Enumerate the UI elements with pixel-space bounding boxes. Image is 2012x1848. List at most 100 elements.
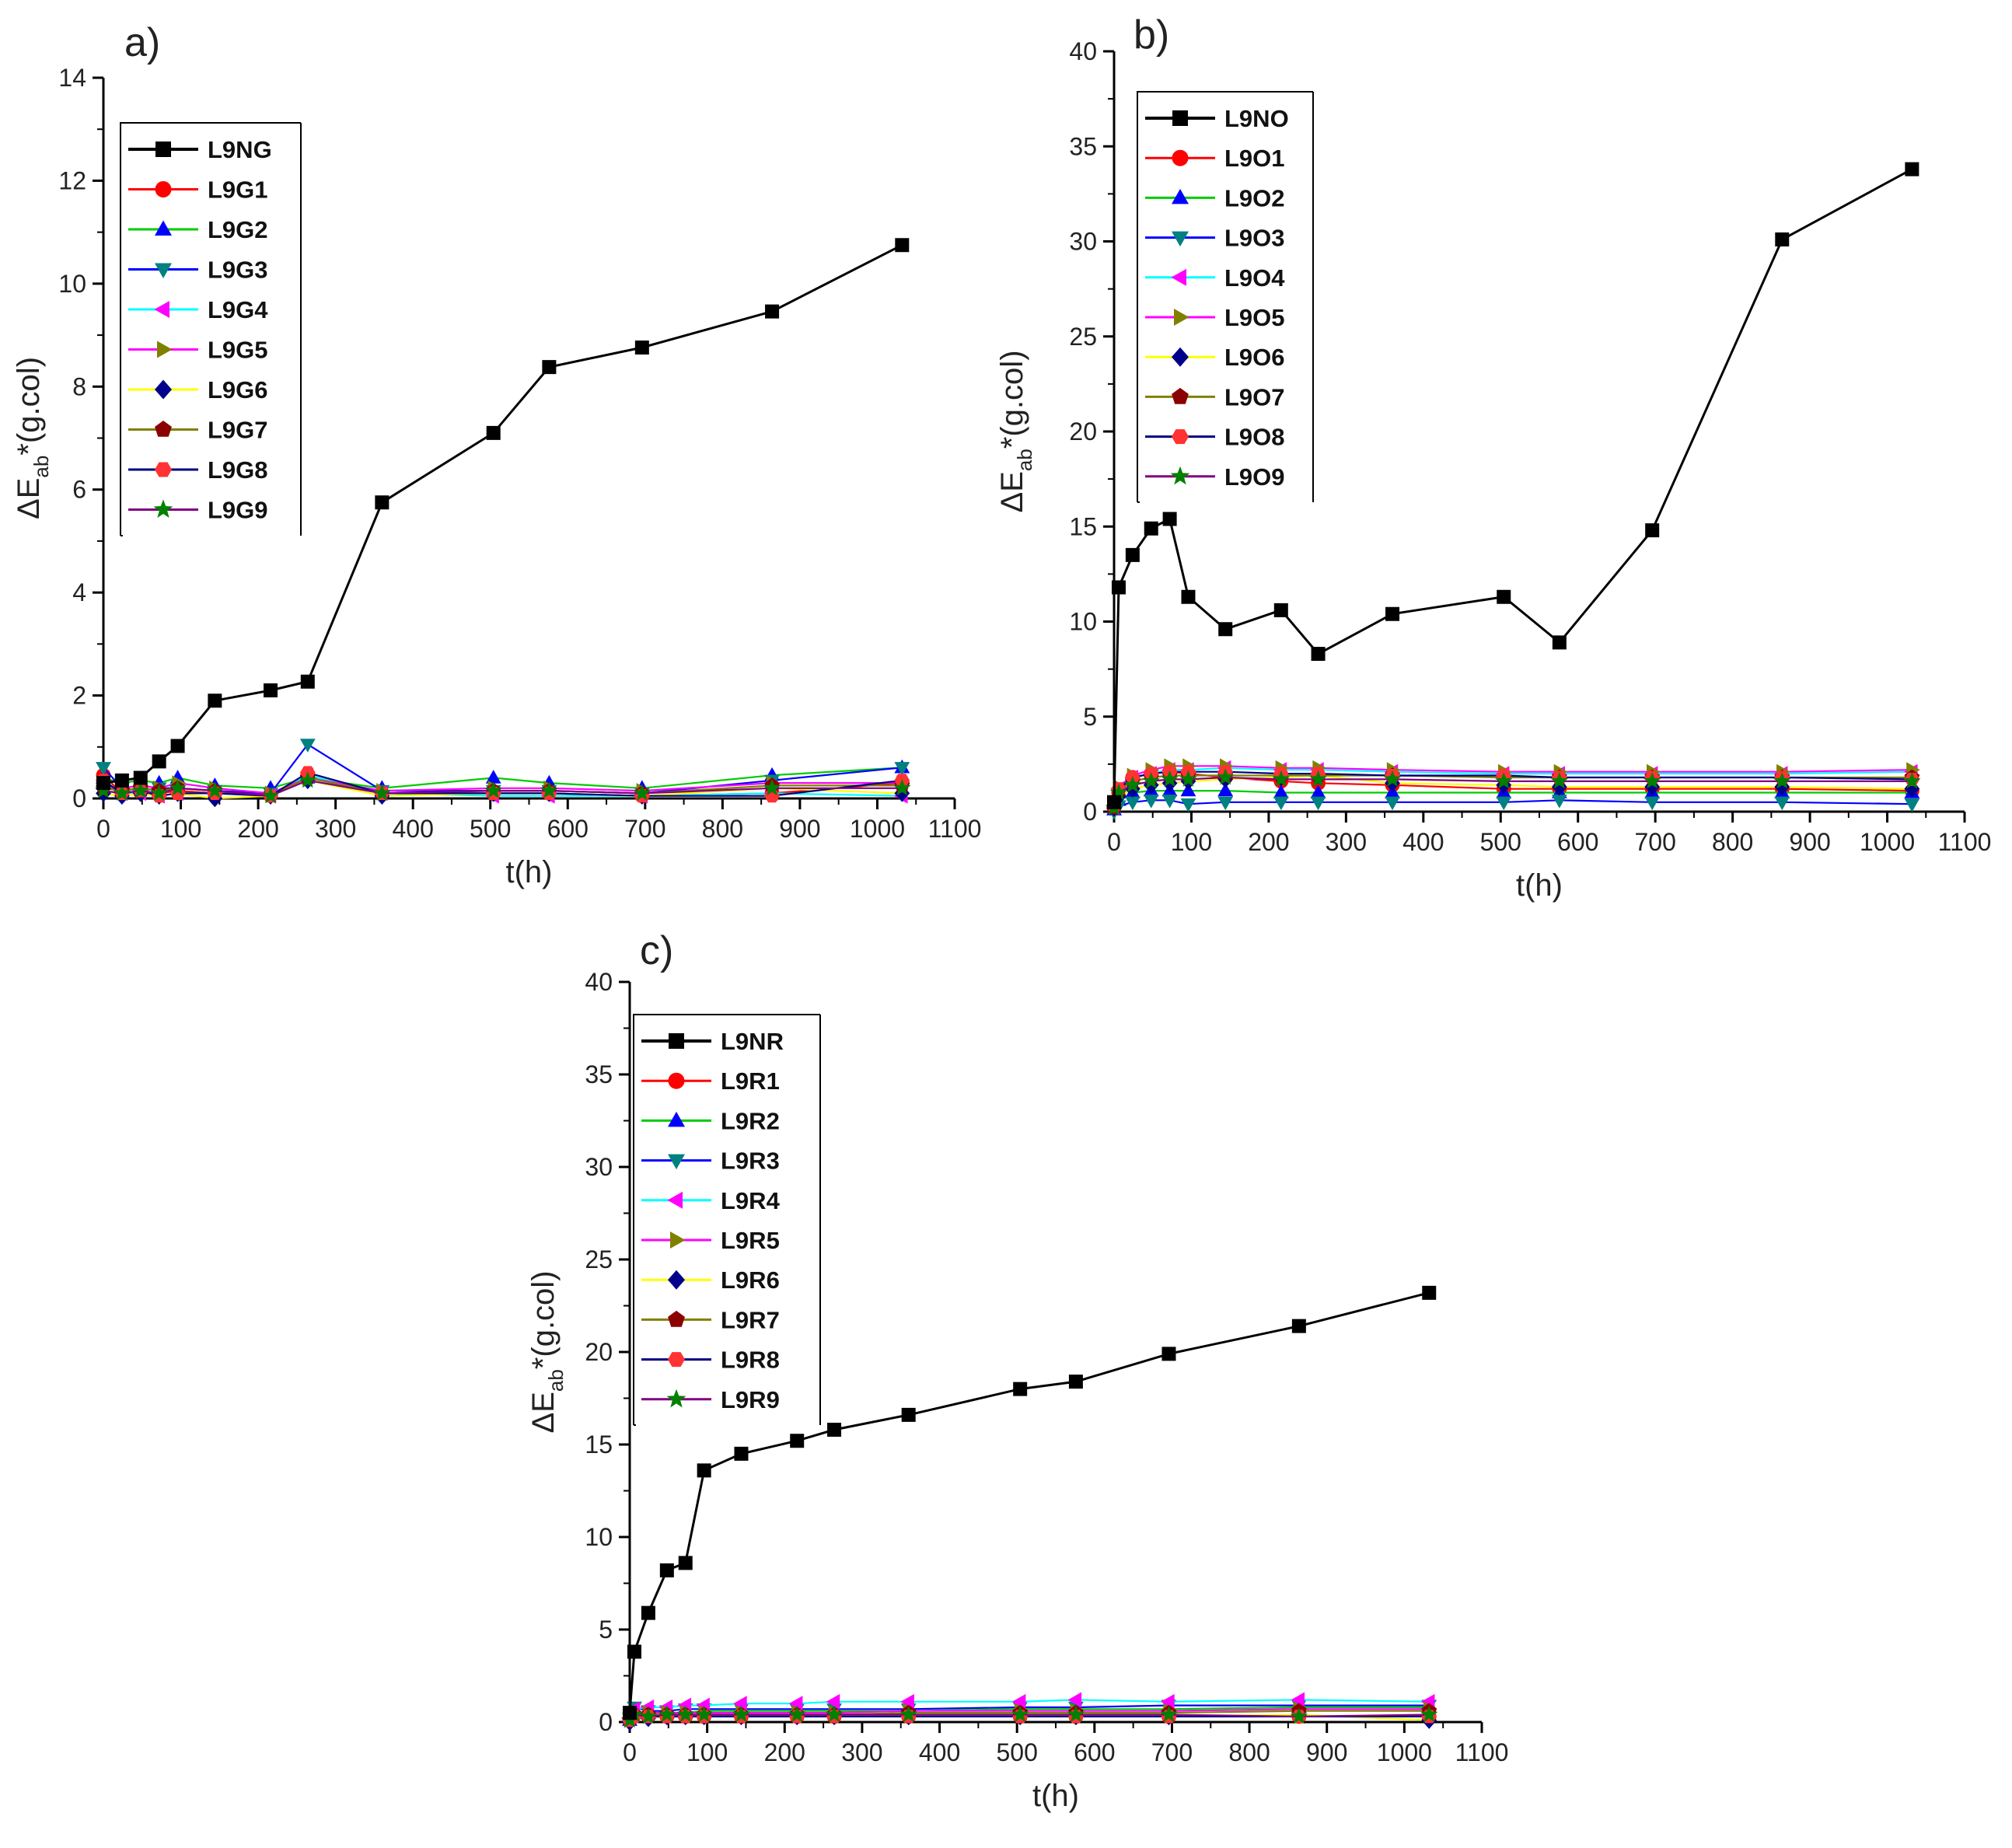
data-point: [1273, 603, 1288, 617]
data-point: [1903, 772, 1921, 789]
data-point: [1383, 770, 1402, 787]
data-point: [1179, 770, 1197, 787]
x-tick-label: 300: [841, 1738, 882, 1766]
x-tick-label: 800: [1712, 828, 1753, 856]
data-point: [1123, 776, 1141, 793]
data-point: [133, 770, 148, 785]
data-point: [484, 781, 502, 798]
data-point: [676, 1705, 694, 1722]
data-point: [763, 779, 781, 796]
data-point: [901, 1407, 916, 1422]
y-tick-label: 8: [72, 372, 86, 400]
x-tick-label: 200: [237, 815, 278, 843]
data-point: [1068, 1375, 1083, 1389]
data-point: [1161, 795, 1178, 809]
y-axis-label: ΔEab*(g.col): [995, 350, 1036, 512]
data-point: [788, 1705, 806, 1722]
data-point: [1310, 784, 1326, 798]
series-line: [1113, 799, 1912, 812]
data-point: [1773, 772, 1791, 789]
panel-label: b): [1133, 12, 1169, 58]
legend-label: L9R3: [721, 1148, 780, 1175]
panel-label: a): [124, 20, 160, 65]
data-point: [1067, 1692, 1082, 1708]
series-L9NO: [1107, 162, 1919, 809]
data-point: [131, 781, 149, 798]
legend-marker: [1172, 429, 1189, 445]
legend-marker: [155, 421, 172, 437]
x-tick-label: 0: [623, 1738, 637, 1766]
legend-marker: [666, 1389, 686, 1408]
data-point: [697, 1463, 711, 1478]
data-point: [264, 683, 278, 697]
x-tick-label: 300: [315, 815, 356, 843]
x-tick-label: 1000: [1860, 828, 1915, 856]
x-tick-label: 500: [470, 815, 511, 843]
data-point: [169, 779, 187, 796]
y-tick-label: 30: [585, 1153, 613, 1181]
legend-marker: [155, 220, 172, 236]
x-tick-label: 700: [1634, 828, 1675, 856]
y-tick-label: 20: [585, 1338, 613, 1366]
x-tick-label: 400: [919, 1738, 960, 1766]
data-point: [633, 784, 651, 801]
data-point: [895, 238, 910, 253]
x-tick-label: 900: [1306, 1738, 1347, 1766]
data-point: [1181, 589, 1196, 604]
data-point: [1109, 783, 1128, 801]
legend-marker: [668, 1270, 685, 1290]
x-tick-label: 0: [1107, 828, 1121, 856]
data-point: [1111, 580, 1126, 595]
x-tick-label: 1000: [1377, 1738, 1432, 1766]
data-point: [1775, 232, 1790, 247]
data-point: [1143, 795, 1159, 809]
x-tick-label: 600: [1557, 828, 1598, 856]
y-tick-label: 15: [1069, 512, 1097, 540]
legend-label: L9O8: [1224, 424, 1285, 451]
y-tick-label: 4: [72, 578, 86, 606]
x-tick-label: 500: [1480, 828, 1521, 856]
y-tick-label: 25: [585, 1245, 613, 1273]
legend-marker: [155, 141, 171, 157]
legend-label: L9R7: [721, 1306, 780, 1333]
legend-label: L9R8: [721, 1347, 780, 1374]
data-point: [1013, 1382, 1028, 1396]
legend-label: L9NG: [208, 136, 272, 163]
series-L9NG: [96, 238, 910, 791]
x-tick-label: 700: [1151, 1738, 1193, 1766]
data-point: [1272, 770, 1290, 787]
legend-label: L9O2: [1224, 184, 1285, 211]
x-tick-label: 900: [1789, 828, 1830, 856]
legend-label: L9G1: [208, 176, 268, 204]
legend-box-edge: [121, 123, 302, 536]
legend-marker: [1172, 110, 1188, 126]
data-point: [1124, 796, 1140, 811]
legend-marker: [670, 1231, 686, 1249]
data-point: [623, 1706, 637, 1720]
series-L9G9: [94, 771, 911, 804]
data-point: [114, 773, 129, 788]
data-point: [96, 776, 110, 791]
legend-box: [633, 1014, 820, 1425]
data-point: [1551, 795, 1567, 809]
legend-label: L9O1: [1224, 145, 1285, 172]
y-tick-label: 5: [1083, 703, 1097, 731]
legend-marker: [157, 341, 173, 358]
legend-label: L9G5: [208, 337, 268, 364]
x-tick-label: 1100: [928, 815, 982, 843]
data-point: [894, 762, 910, 776]
y-tick-label: 12: [58, 166, 86, 194]
legend-marker: [155, 379, 172, 400]
x-tick-label: 700: [624, 815, 665, 843]
data-point: [261, 786, 280, 804]
data-point: [732, 1705, 750, 1722]
series-L9O3: [1106, 795, 1920, 820]
data-point: [1774, 796, 1790, 811]
legend-label: L9O3: [1224, 225, 1285, 252]
data-point: [1643, 772, 1661, 789]
data-point: [893, 779, 911, 796]
x-tick-label: 500: [996, 1738, 1037, 1766]
x-tick-label: 600: [1074, 1738, 1115, 1766]
data-point: [827, 1422, 842, 1437]
legend-marker: [1172, 149, 1189, 166]
